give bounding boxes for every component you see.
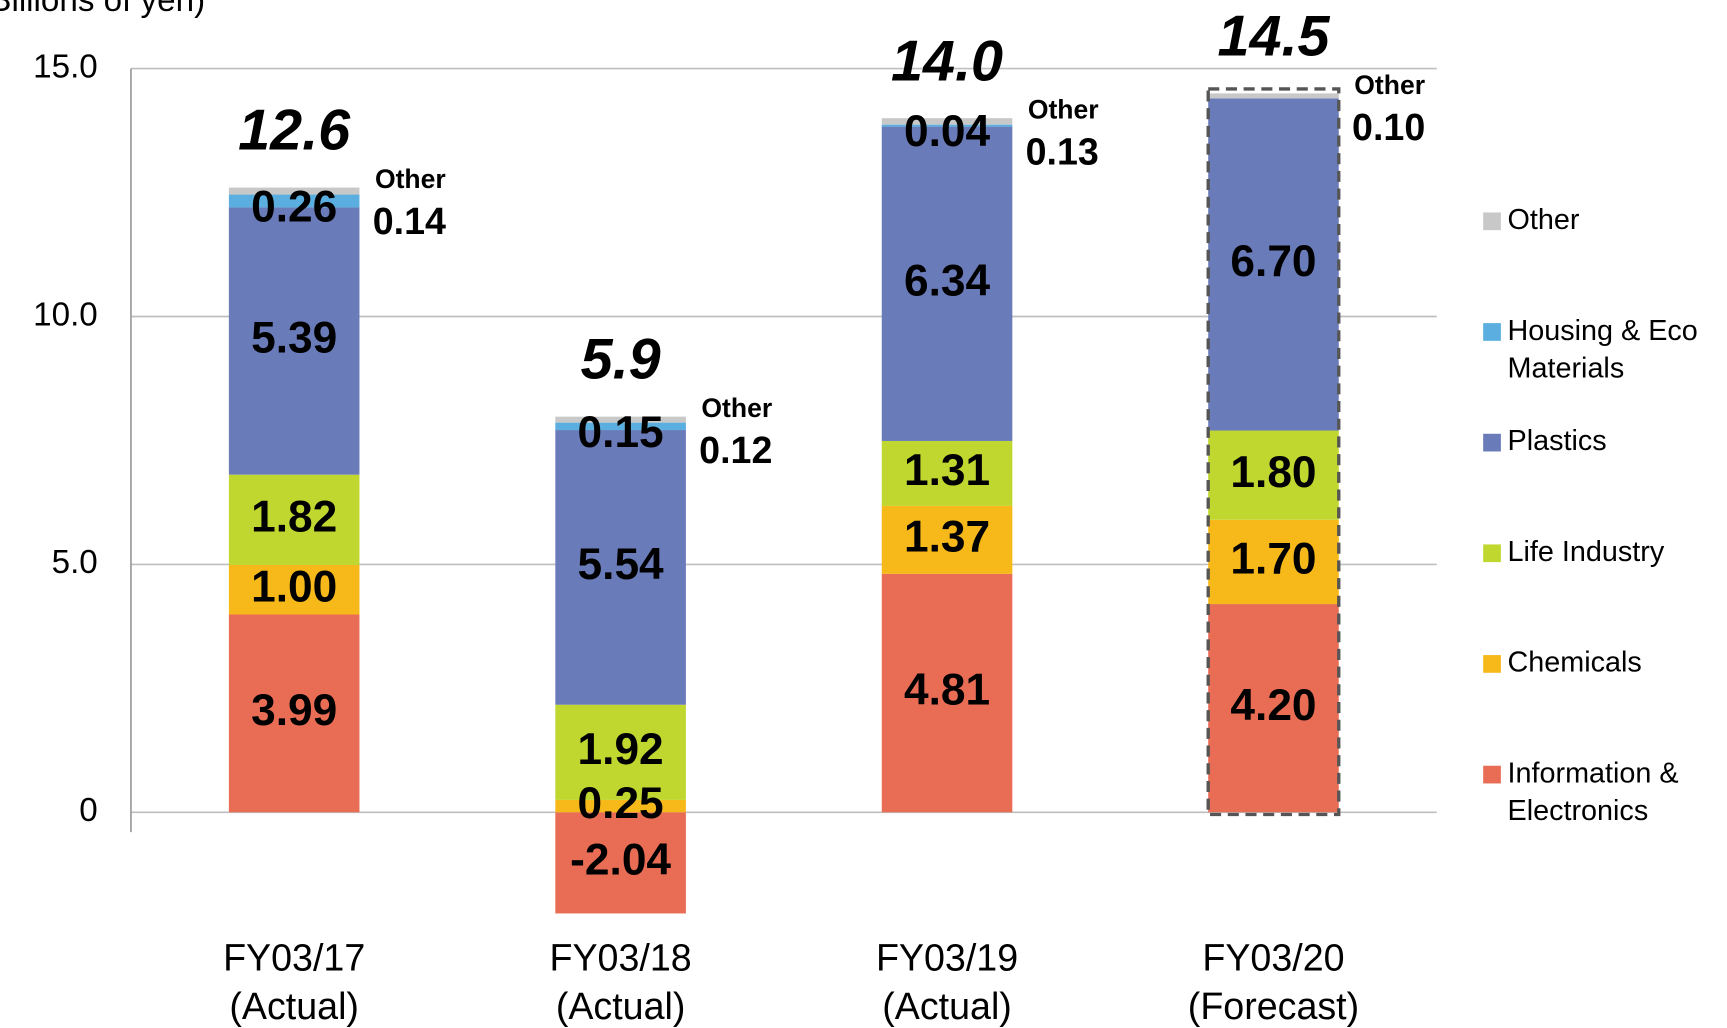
- legend-label: Other: [1508, 204, 1580, 236]
- bar-segment: [881, 124, 1013, 127]
- y-tick-label: 10.0: [33, 296, 98, 333]
- legend-swatch: [1483, 323, 1501, 341]
- data-label: 1.00: [251, 562, 337, 611]
- data-label: 0.10: [1352, 106, 1425, 148]
- forecast-outline: [1206, 87, 1341, 817]
- data-label: 0.04: [904, 107, 991, 156]
- x-tick-label: FY03/18 (Actual): [550, 936, 692, 1027]
- data-label: 1.37: [904, 513, 990, 562]
- other-name-label: Other: [1028, 95, 1099, 125]
- data-label: 3.99: [251, 686, 337, 735]
- legend-swatch: [1483, 433, 1501, 452]
- legend-label: Life Industry: [1508, 536, 1665, 568]
- bar-segment: [555, 422, 686, 431]
- data-label: 0.25: [578, 779, 664, 828]
- legend-label: Plastics: [1508, 425, 1607, 457]
- data-label: 4.20: [1230, 681, 1316, 730]
- total-label: 5.9: [581, 328, 661, 392]
- data-label: 1.31: [904, 446, 990, 495]
- legend-swatch: [1483, 655, 1501, 673]
- bar-segment: [228, 194, 360, 208]
- legend-label: Information & Electronics: [1508, 757, 1679, 827]
- data-label: 0.12: [699, 429, 772, 471]
- total-label: 12.6: [238, 99, 351, 163]
- data-label: 0.14: [373, 200, 446, 242]
- bar-segment: [881, 573, 1013, 813]
- data-label: 0.26: [251, 183, 337, 232]
- bar-segment: [228, 187, 360, 195]
- y-axis-label: (Billions of yen): [0, 0, 205, 19]
- bar-segment: [228, 207, 360, 475]
- data-label: 5.54: [578, 540, 665, 589]
- other-name-label: Other: [1354, 70, 1425, 100]
- x-tick-label: FY03/20 (Forecast): [1188, 936, 1359, 1027]
- bar-segment: [228, 614, 360, 813]
- bar-segment: [555, 799, 686, 813]
- data-label: 1.92: [578, 725, 664, 774]
- data-label: 0.15: [578, 408, 664, 457]
- bar-segment: [1208, 519, 1339, 605]
- total-label: 14.0: [891, 29, 1003, 93]
- total-label: 14.5: [1217, 4, 1330, 68]
- bar-segment: [555, 812, 686, 914]
- bar-segment: [881, 126, 1013, 441]
- bar-segment: [881, 118, 1013, 125]
- y-tick-label: 15.0: [33, 48, 98, 85]
- data-label: 1.70: [1230, 535, 1316, 584]
- bar-segment: [1208, 430, 1339, 520]
- bar-segment: [555, 430, 686, 705]
- legend-label: Chemicals: [1508, 647, 1642, 679]
- bar-segment: [881, 440, 1013, 506]
- legend-swatch: [1483, 212, 1501, 231]
- x-tick-label: FY03/17 (Actual): [223, 936, 365, 1027]
- bar-segment: [1208, 604, 1339, 813]
- data-label: 6.70: [1230, 237, 1316, 286]
- legend-label: Housing & Eco Materials: [1508, 315, 1698, 385]
- data-label: 6.34: [904, 256, 991, 305]
- data-label: 0.13: [1026, 131, 1099, 173]
- other-name-label: Other: [375, 164, 446, 194]
- bar-segment: [228, 564, 360, 615]
- bar-segment: [881, 505, 1013, 574]
- bar-segment: [555, 704, 686, 800]
- legend-swatch: [1483, 765, 1501, 784]
- bar-segment: [1208, 98, 1339, 431]
- y-tick-label: 0: [79, 792, 97, 829]
- bar-segment: [228, 474, 360, 565]
- data-label: 1.82: [251, 492, 337, 541]
- data-label: 4.81: [904, 666, 990, 715]
- data-label: 1.80: [1230, 448, 1316, 497]
- other-name-label: Other: [701, 393, 772, 423]
- legend-swatch: [1483, 544, 1501, 563]
- data-label: 5.39: [251, 314, 337, 363]
- y-tick-label: 5.0: [52, 544, 98, 581]
- data-label: -2.04: [570, 836, 671, 885]
- x-tick-label: FY03/19 (Actual): [876, 936, 1018, 1027]
- bar-segment: [1208, 93, 1339, 99]
- bar-segment: [555, 416, 686, 423]
